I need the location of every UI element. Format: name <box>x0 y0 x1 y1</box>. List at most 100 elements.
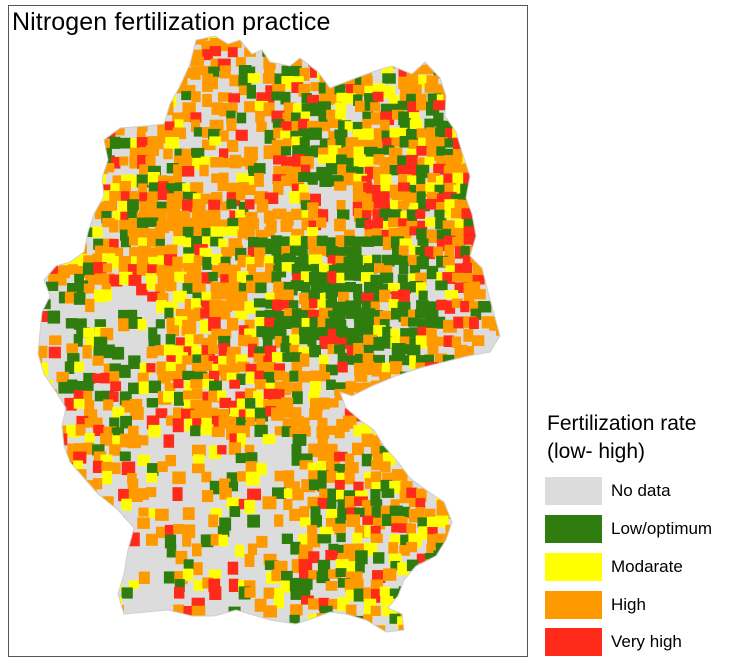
district-cell-2328 <box>49 633 59 645</box>
district-cell-561 <box>301 164 311 176</box>
district-cell-816 <box>355 218 369 228</box>
district-cell-1591 <box>326 398 339 408</box>
district-cell-1502 <box>164 382 176 395</box>
district-cell-818 <box>372 217 384 229</box>
district-cell-783 <box>451 208 463 219</box>
district-cell-2100 <box>463 550 477 564</box>
district-cell-1623 <box>427 407 439 419</box>
district-cell-216 <box>364 85 377 99</box>
district-cell-1012 <box>127 264 139 278</box>
district-cell-1438 <box>245 363 259 376</box>
district-cell-1939 <box>210 507 222 519</box>
district-cell-1916 <box>354 496 368 506</box>
district-cell-1056 <box>145 273 157 283</box>
district-cell-1565 <box>461 388 473 399</box>
district-cell-1661 <box>470 415 484 426</box>
district-cell-340 <box>470 111 484 123</box>
district-cell-2032 <box>218 534 228 547</box>
district-cell-322 <box>236 112 247 124</box>
district-cell-165 <box>47 73 57 85</box>
district-cell-1535 <box>94 390 105 402</box>
district-cell-408 <box>398 127 408 139</box>
district-cell-1754 <box>40 453 54 468</box>
district-cell-1906 <box>226 497 240 509</box>
district-cell-1213 <box>235 310 248 320</box>
district-cell-1408 <box>373 354 385 366</box>
district-cell-1641 <box>211 415 221 427</box>
district-cell-2246 <box>82 605 94 618</box>
district-cell-321 <box>226 110 236 124</box>
district-cell-1283 <box>181 326 196 336</box>
district-cell-1000 <box>490 256 500 268</box>
district-cell-1706 <box>137 435 149 446</box>
district-cell-745 <box>38 209 41 222</box>
district-cell-133 <box>82 65 93 79</box>
district-cell-1559 <box>409 389 423 400</box>
district-cell-1882 <box>272 487 286 499</box>
district-cell-1964 <box>84 514 95 527</box>
district-cell-439 <box>299 137 310 151</box>
district-cell-507 <box>137 155 148 169</box>
district-cell-2206 <box>363 587 374 602</box>
district-cell-1053 <box>109 274 123 287</box>
district-cell-579 <box>505 165 515 177</box>
district-cell-1312 <box>85 337 95 350</box>
district-cell-1299 <box>364 327 378 339</box>
district-cell-1320 <box>208 334 218 348</box>
district-cell-2104 <box>38 561 40 574</box>
district-cell-1766 <box>246 452 258 464</box>
district-cell-1523 <box>416 381 427 391</box>
district-cell-1662 <box>497 416 500 431</box>
district-cell-42 <box>110 39 122 52</box>
district-cell-1094 <box>76 280 89 293</box>
district-cell-1889 <box>355 490 368 502</box>
district-cell-1431 <box>175 363 187 376</box>
district-cell-566 <box>354 167 364 178</box>
district-cell-997 <box>462 255 475 266</box>
district-cell-2172 <box>244 580 256 590</box>
district-cell-888 <box>265 238 277 250</box>
district-cell-118 <box>352 57 364 71</box>
district-cell-393 <box>219 130 229 142</box>
district-cell-554 <box>182 166 195 177</box>
district-cell-1019 <box>191 263 202 276</box>
district-cell-2137 <box>208 569 222 579</box>
district-cell-2092 <box>355 550 368 565</box>
district-cell-2056 <box>92 544 105 558</box>
district-cell-2147 <box>353 571 363 584</box>
district-cell-40 <box>82 39 93 52</box>
district-cell-951 <box>454 246 465 259</box>
district-cell-2292 <box>471 616 483 626</box>
district-cell-650 <box>398 182 410 192</box>
district-cell-2142 <box>308 570 318 580</box>
district-cell-1840 <box>38 478 40 489</box>
district-cell-1284 <box>211 328 223 341</box>
district-cell-771 <box>318 209 329 222</box>
district-cell-1034 <box>355 265 366 277</box>
district-cell-164 <box>38 75 48 89</box>
district-cell-2037 <box>317 534 332 544</box>
district-cell-71 <box>93 47 103 58</box>
district-cell-1475 <box>274 370 286 381</box>
district-cell-1136 <box>100 289 112 301</box>
district-cell-363 <box>307 120 319 133</box>
district-cell-544 <box>47 163 59 178</box>
district-cell-747 <box>82 211 92 222</box>
district-cell-1118 <box>353 283 363 298</box>
district-cell-1644 <box>236 417 246 431</box>
district-cell-1234 <box>470 308 482 320</box>
district-cell-1331 <box>327 335 338 348</box>
district-cell-878 <box>155 238 165 252</box>
district-cell-1667 <box>75 424 86 436</box>
district-cell-960 <box>92 253 104 266</box>
district-cell-2170 <box>228 578 239 592</box>
district-cell-1689 <box>379 427 391 440</box>
district-cell-2149 <box>383 568 397 581</box>
district-cell-1955 <box>424 508 436 521</box>
district-cell-1451 <box>415 362 426 372</box>
district-cell-959 <box>83 255 94 267</box>
district-cell-452 <box>425 136 439 150</box>
district-cell-1272 <box>469 317 479 329</box>
district-cell-1858 <box>364 478 375 489</box>
